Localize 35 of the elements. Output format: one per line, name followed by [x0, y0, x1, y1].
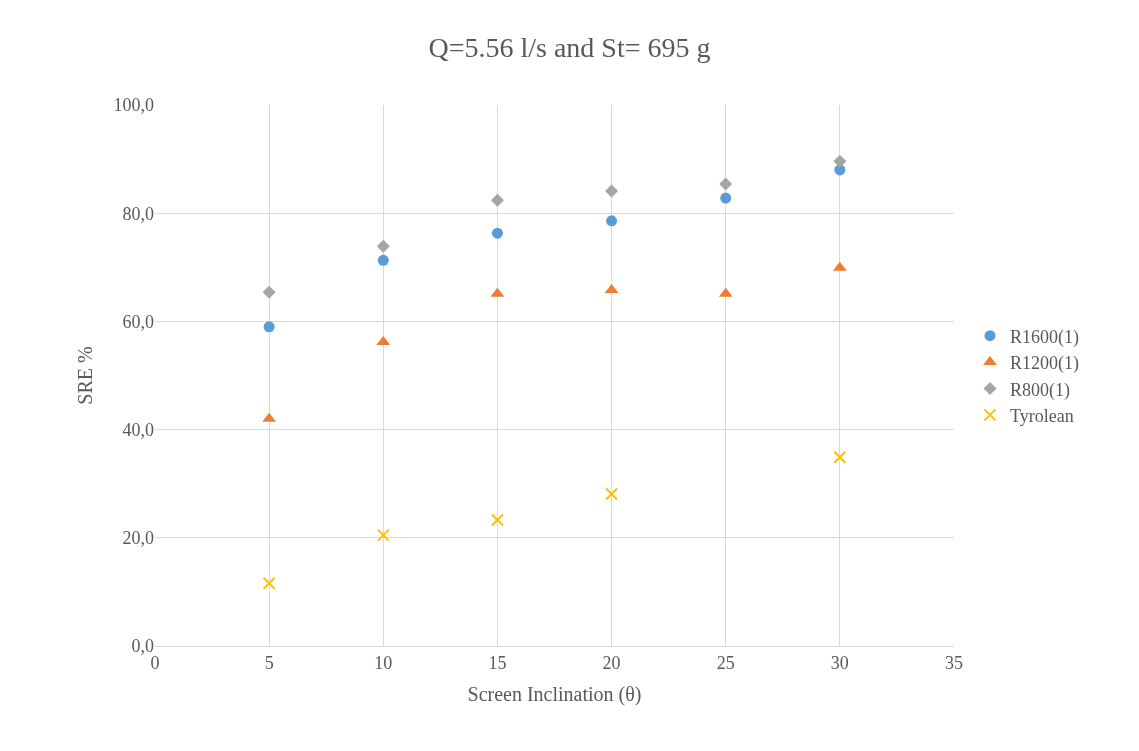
- point: [833, 450, 847, 464]
- point: [490, 193, 504, 207]
- y-tick-label: 100,0: [113, 95, 154, 116]
- point: [376, 239, 390, 253]
- point: [376, 528, 390, 542]
- y-axis-title: SRE %: [74, 346, 96, 405]
- point: [263, 321, 275, 333]
- x-tick-label: 15: [488, 652, 507, 673]
- legend-label: R1600(1): [1009, 326, 1079, 348]
- chart-title: Q=5.56 l/s and St= 695 g: [428, 32, 711, 64]
- x-tick-label: 10: [374, 652, 393, 673]
- x-tick-label: 35: [945, 652, 963, 673]
- y-tick-label: 20,0: [122, 528, 154, 549]
- x-tick-label: 25: [716, 652, 735, 673]
- x-tick-label: 20: [602, 652, 621, 673]
- point: [377, 254, 389, 266]
- y-tick-label: 80,0: [122, 203, 154, 224]
- point: [262, 576, 276, 590]
- point: [720, 192, 732, 204]
- point: [605, 184, 619, 198]
- point: [262, 285, 276, 299]
- legend-label: Tyrolean: [1009, 405, 1074, 426]
- point: [833, 154, 847, 168]
- legend-label: R800(1): [1009, 379, 1070, 401]
- point: [605, 487, 619, 501]
- legend-label: R1200(1): [1009, 353, 1079, 375]
- x-tick-label: 5: [264, 652, 274, 673]
- point: [491, 227, 503, 239]
- x-axis-title: Screen Inclination (θ): [467, 683, 642, 707]
- x-tick-label: 30: [830, 652, 849, 673]
- point: [719, 177, 733, 191]
- point: [606, 215, 618, 227]
- point: [490, 513, 504, 527]
- y-tick-label: 60,0: [122, 311, 154, 332]
- y-tick-label: 40,0: [122, 419, 154, 440]
